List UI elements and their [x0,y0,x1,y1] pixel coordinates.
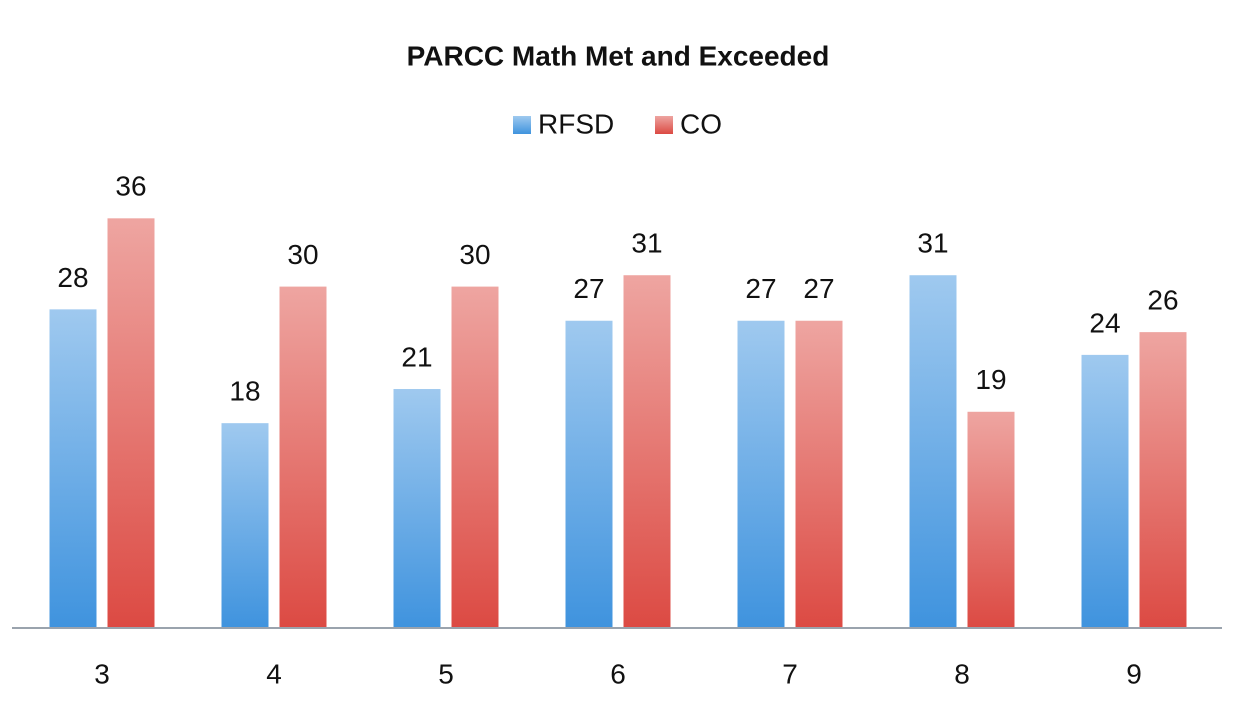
data-label: 36 [115,171,146,202]
legend-label: CO [680,108,722,139]
bar [909,275,957,628]
bar [1081,354,1129,628]
x-tick-label: 4 [266,658,282,689]
x-tick-label: 9 [1126,658,1142,689]
data-label: 27 [803,273,834,304]
x-tick-label: 3 [94,658,110,689]
data-label: 31 [917,228,948,259]
bar [393,389,441,628]
bar [279,286,327,628]
data-label: 18 [229,376,260,407]
bar [451,286,499,628]
legend-swatch [513,116,531,134]
data-label: 19 [975,364,1006,395]
x-tick-label: 7 [782,658,798,689]
data-label: 24 [1089,307,1120,338]
data-label: 31 [631,228,662,259]
bar [967,411,1015,628]
data-label: 28 [57,262,88,293]
bar [795,320,843,628]
legend-label: RFSD [538,108,614,139]
data-label: 27 [745,273,776,304]
bar [1139,332,1187,628]
x-tick-label: 5 [438,658,454,689]
bar [107,218,155,628]
bar [49,309,97,628]
legend-swatch [655,116,673,134]
data-label: 26 [1147,285,1178,316]
bar [565,320,613,628]
data-label: 30 [287,239,318,270]
bar [221,423,269,628]
chart-title: PARCC Math Met and Exceeded [407,40,830,71]
data-label: 21 [401,341,432,372]
x-tick-label: 6 [610,658,626,689]
data-label: 30 [459,239,490,270]
x-tick-label: 8 [954,658,970,689]
bar [737,320,785,628]
bar [623,275,671,628]
data-label: 27 [573,273,604,304]
